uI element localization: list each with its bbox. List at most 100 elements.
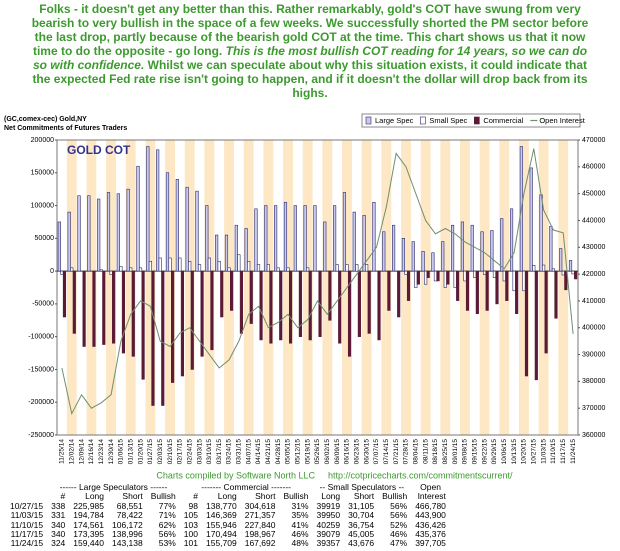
legend-label: Large Spec	[375, 116, 414, 125]
bar	[342, 192, 347, 272]
table-cell: 443,900	[415, 510, 446, 521]
table-cell: 338	[51, 500, 66, 511]
table-cell: 159,440	[73, 538, 105, 549]
table-cell: 78,422	[116, 510, 143, 521]
bar	[190, 270, 194, 370]
stripe	[420, 140, 431, 435]
x-tick-label: 01/06/15	[118, 439, 125, 465]
bar	[205, 205, 209, 272]
y-tick-label: 150000	[31, 170, 54, 177]
bar	[338, 270, 342, 344]
bar	[92, 270, 96, 347]
bar	[188, 260, 192, 272]
x-tick-label: 04/07/15	[245, 439, 252, 465]
bar	[406, 270, 411, 301]
table-cell: 170,494	[205, 529, 237, 540]
y-tick-label: 200000	[31, 137, 54, 144]
stripe	[538, 140, 549, 435]
table-cell: 103	[183, 519, 198, 530]
bar	[404, 270, 408, 275]
table-row: 11/03/15 331 194,784 78,422 71% 105 146,369 271…	[6, 510, 450, 521]
bar	[463, 270, 467, 282]
x-tick-label: 11/10/15	[550, 439, 557, 464]
bar	[293, 205, 297, 272]
x-tick-label: 09/08/15	[462, 439, 469, 465]
bar	[335, 264, 339, 272]
bar	[483, 270, 487, 275]
y2-tick-label: 460000	[582, 164, 605, 171]
bar	[288, 270, 293, 344]
bar	[239, 270, 243, 334]
bar	[171, 270, 175, 383]
table-cell: 46%	[291, 529, 309, 540]
bar	[82, 270, 86, 347]
stripe	[283, 140, 293, 435]
table-cell: 194,784	[73, 510, 105, 521]
chart-subheader: Net Commitments of Futures Traders	[4, 125, 127, 132]
bar	[126, 188, 130, 272]
table-group-header: -- Small Speculators --	[319, 482, 405, 492]
legend-swatch	[365, 116, 372, 125]
y-tick-label: -100000	[28, 334, 54, 341]
table-cell: 10/27/15	[10, 500, 44, 511]
y-tick-label: 50000	[35, 235, 55, 242]
commentary: Folks - it doesn't get any better than t…	[0, 2, 620, 112]
bar	[416, 270, 420, 285]
table-row: 10/27/15 338 225,985 68,551 77% 98 138,770 304,…	[6, 500, 450, 511]
x-tick-label: 08/11/15	[422, 439, 429, 464]
table-cell: 225,985	[73, 500, 105, 511]
stripe	[184, 140, 195, 435]
legend-label: Open Interest	[539, 116, 585, 125]
y2-tick-label: 430000	[582, 244, 605, 251]
commentary-text: Folks - it doesn't get any better than t…	[31, 2, 589, 58]
y-tick-label: 0	[50, 268, 54, 275]
bar	[308, 270, 312, 341]
bar	[549, 225, 553, 272]
bar	[515, 270, 519, 315]
bar	[355, 264, 359, 272]
bar	[313, 205, 317, 272]
bar	[99, 269, 103, 272]
bar	[524, 270, 529, 377]
stripe	[322, 140, 333, 435]
x-tick-label: 06/02/15	[324, 439, 331, 465]
table-cell: 167,692	[244, 538, 276, 549]
table-cell: 155,946	[205, 519, 237, 530]
table-cell: 56%	[390, 510, 408, 521]
stripe	[558, 140, 569, 435]
table-cell: 71%	[158, 510, 176, 521]
y-tick-label: -250000	[28, 432, 54, 439]
stripe	[66, 140, 77, 435]
bar	[60, 270, 64, 275]
x-tick-label: 11/24/15	[570, 439, 577, 464]
table-cell: 397,705	[415, 538, 446, 549]
bar	[200, 270, 204, 357]
table-cell: 62%	[158, 519, 176, 530]
table-cell: 31%	[291, 500, 309, 511]
bar	[347, 270, 352, 357]
bar	[323, 221, 327, 272]
table-cell: 173,395	[73, 529, 105, 540]
table-column-header: Long	[85, 491, 105, 502]
table-group-header: Open	[420, 482, 441, 492]
table-column-header: Long	[321, 491, 341, 502]
table-column-header: #	[60, 491, 66, 502]
table-column-header: Short	[353, 491, 375, 502]
bar	[544, 270, 548, 354]
stripe	[263, 140, 274, 435]
x-tick-label: 10/27/15	[530, 439, 537, 465]
y2-tick-label: 400000	[582, 325, 605, 332]
bar	[539, 194, 543, 272]
bar	[554, 270, 558, 319]
x-tick-label: 08/25/15	[442, 439, 449, 465]
bar	[269, 270, 273, 344]
bar	[175, 179, 179, 272]
bar	[345, 264, 349, 272]
x-tick-label: 11/03/15	[540, 439, 547, 464]
table-cell: 53%	[158, 538, 176, 549]
footer-url: http://cotpricecharts.com/commitmentscur…	[328, 470, 513, 480]
bar	[505, 270, 509, 301]
bar	[450, 224, 455, 272]
x-tick-label: 02/17/15	[177, 439, 184, 465]
